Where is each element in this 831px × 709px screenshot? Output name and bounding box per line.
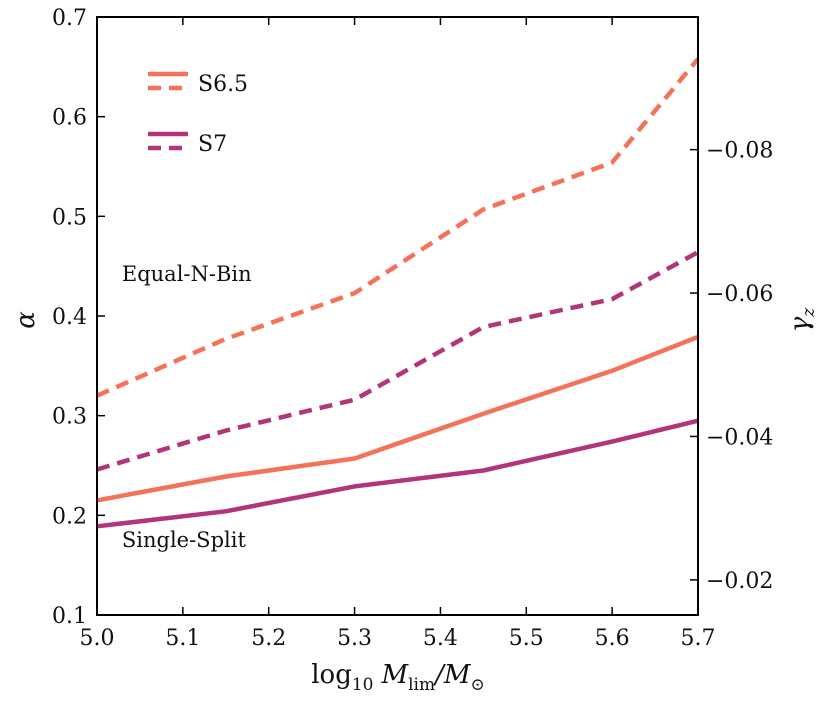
y-tick-label: 0.2	[52, 504, 87, 529]
y-axis-label: α	[11, 311, 41, 329]
series-layer	[96, 57, 700, 529]
y-tick-label: 0.1	[52, 604, 87, 629]
y-right-tick-label: −0.02	[706, 569, 773, 594]
x-tick-label: 5.4	[423, 626, 458, 651]
x-tick-label: 5.2	[251, 626, 286, 651]
x-tick-label: 5.1	[165, 626, 200, 651]
series-line-s6-5-equal-n-bin	[96, 57, 700, 398]
plot-frame	[96, 16, 699, 616]
y-tick-label: 0.6	[52, 106, 87, 131]
y-tick-label: 0.7	[52, 6, 87, 31]
annotation-equal-n-bin: Equal-N-Bin	[122, 262, 252, 286]
x-axis-label: log10 Mlim/M⊙	[311, 660, 485, 695]
ticks: 5.0 5.1 5.2 5.3 5.4 5.5 5.6 5.7 0.1 0.2 0.3 0.4 0.5 0…	[52, 6, 773, 651]
axes-frame	[96, 16, 699, 616]
y-axis-right-label: γz	[785, 307, 819, 333]
y-right-tick-label: −0.04	[706, 425, 773, 450]
series-line-s7-single-split	[96, 418, 699, 529]
y-tick-label: 0.5	[52, 205, 87, 230]
legend-label-s6-5: S6.5	[198, 72, 248, 97]
x-tick-label: 5.5	[509, 626, 544, 651]
x-tick-label: 5.7	[681, 626, 716, 651]
annotation-single-split: Single-Split	[122, 528, 247, 552]
legend-label-s7: S7	[198, 132, 227, 157]
x-tick-label: 5.6	[595, 626, 630, 651]
x-tick-label: 5.3	[337, 626, 372, 651]
series-line-s6-5-single-split	[96, 334, 699, 503]
series-line-s7-equal-n-bin	[96, 250, 700, 472]
y-right-tick-label: −0.08	[706, 139, 773, 164]
annotations: Equal-N-Bin Single-Split	[122, 262, 252, 552]
y-tick-label: 0.3	[52, 405, 87, 430]
x-tick-label: 5.0	[80, 626, 115, 651]
y-right-tick-label: −0.06	[706, 282, 773, 307]
y-tick-label: 0.4	[52, 305, 87, 330]
legend: S6.5 S7	[148, 71, 248, 157]
